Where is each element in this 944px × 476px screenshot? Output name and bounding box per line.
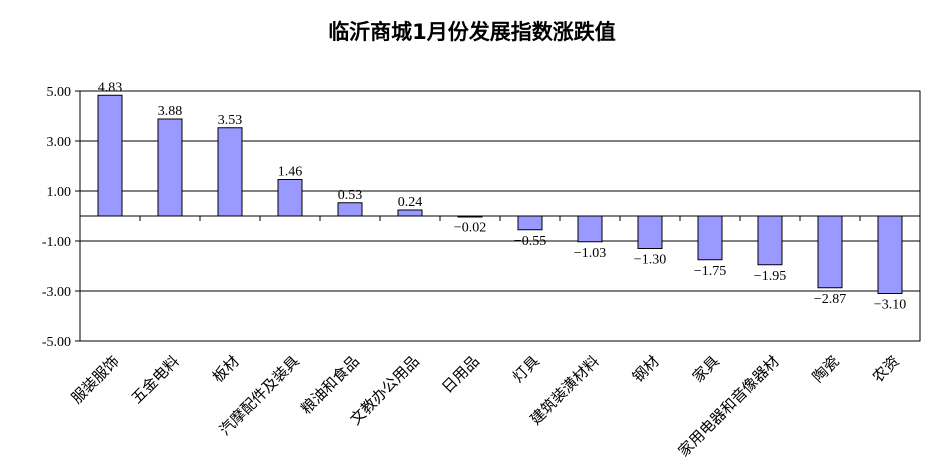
category-label: 家具 <box>689 352 723 386</box>
y-tick-label: -3.00 <box>42 285 71 300</box>
y-tick-label: -5.00 <box>42 335 71 350</box>
y-tick-label: 5.00 <box>47 85 72 100</box>
bar <box>637 215 663 249</box>
bar <box>817 215 843 289</box>
bar <box>277 179 303 217</box>
category-label: 钢材 <box>629 352 663 386</box>
bar <box>517 215 543 231</box>
y-tick-label: 1.00 <box>47 185 72 200</box>
data-label: −3.10 <box>874 298 906 313</box>
data-label: 3.53 <box>218 113 243 128</box>
data-label: −1.03 <box>574 246 606 261</box>
data-labels: 4.83 3.88 3.53 1.46 0.53 0.24 −0.02 −0.55 −1.03 −… <box>98 80 906 312</box>
category-label: 陶瓷 <box>809 352 843 386</box>
category-label: 家用电器和音像器材 <box>675 352 783 460</box>
bar <box>157 118 183 217</box>
data-label: −1.95 <box>754 269 786 284</box>
data-label: 0.53 <box>338 188 363 203</box>
y-axis: 5.00 3.00 1.00 -1.00 -3.00 -5.00 <box>42 85 80 350</box>
category-label: 五金电料 <box>128 352 183 407</box>
data-label: 4.83 <box>98 80 123 95</box>
data-label: 0.24 <box>398 195 423 210</box>
data-label: −0.02 <box>454 221 486 236</box>
category-label: 农资 <box>869 352 903 386</box>
bar <box>97 94 123 217</box>
chart-title: 临沂商城1月份发展指数涨跌值 <box>328 20 616 44</box>
data-label: 3.88 <box>158 104 183 119</box>
data-label: −0.55 <box>514 234 546 249</box>
bar <box>697 215 723 261</box>
bar <box>337 202 363 217</box>
category-labels: 服装服饰 五金电料 板材汽摩配件及装具粮油和食品文教办公用品 日用品 灯具建筑装潢材料钢… <box>68 352 903 460</box>
data-label: −2.87 <box>814 292 846 307</box>
bar <box>217 127 243 217</box>
bar <box>757 215 783 266</box>
bar <box>877 215 903 294</box>
y-tick-label: -1.00 <box>42 235 71 250</box>
category-label: 板材 <box>209 352 243 386</box>
x-tick-marks <box>79 216 921 221</box>
category-label: 服装服饰 <box>68 352 123 407</box>
bars <box>97 94 903 294</box>
data-label: −1.75 <box>694 264 726 279</box>
category-label: 日用品 <box>438 352 483 397</box>
bar <box>397 209 423 217</box>
data-label: −1.30 <box>634 253 666 268</box>
category-label: 灯具 <box>509 352 543 386</box>
bar <box>577 215 603 243</box>
y-tick-label: 3.00 <box>47 135 72 150</box>
data-label: 1.46 <box>278 165 303 180</box>
